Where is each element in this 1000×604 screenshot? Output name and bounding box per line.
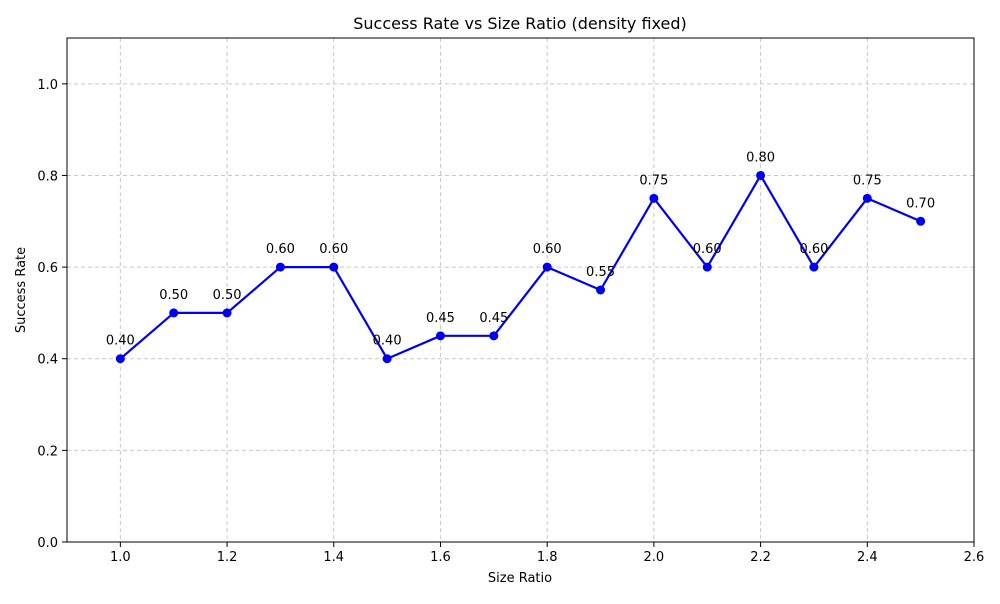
data-label: 0.50 xyxy=(213,288,242,303)
y-tick-label: 0.0 xyxy=(37,536,58,551)
x-axis: 1.0 1.2 1.4 1.6 1.8 2.0 2.2 2.4 2.6 xyxy=(110,542,984,565)
data-label: 0.75 xyxy=(639,173,668,188)
x-tick-label: 1.4 xyxy=(323,550,344,565)
data-labels: 0.40 0.50 0.50 0.60 0.60 0.40 0.45 0.45 0.60 0.55… xyxy=(106,150,935,348)
y-tick-label: 0.2 xyxy=(37,444,58,459)
x-tick-label: 1.8 xyxy=(537,550,558,565)
x-tick-label: 1.2 xyxy=(217,550,238,565)
data-point xyxy=(489,331,499,341)
x-tick-label: 2.0 xyxy=(644,550,665,565)
data-label: 0.45 xyxy=(479,311,508,326)
x-tick-label: 1.6 xyxy=(430,550,451,565)
data-label: 0.40 xyxy=(373,334,402,349)
y-axis: 0.0 0.2 0.4 0.6 0.8 1.0 xyxy=(37,78,67,551)
data-label: 0.60 xyxy=(319,242,348,257)
data-point xyxy=(329,262,339,272)
series-layer xyxy=(115,170,926,364)
data-label: 0.40 xyxy=(106,334,135,349)
data-label: 0.45 xyxy=(426,311,455,326)
data-label: 0.55 xyxy=(586,265,615,280)
data-point xyxy=(222,308,232,318)
plot-frame xyxy=(66,37,975,543)
y-axis-title: Success Rate xyxy=(14,247,29,333)
data-point xyxy=(435,331,445,341)
x-tick-label: 2.6 xyxy=(964,550,985,565)
x-tick-label: 1.0 xyxy=(110,550,131,565)
chart-title: Success Rate vs Size Ratio (density fixe… xyxy=(353,14,687,33)
y-tick-label: 0.4 xyxy=(37,353,58,368)
data-label: 0.60 xyxy=(533,242,562,257)
x-axis-title: Size Ratio xyxy=(488,571,552,586)
x-tick-label: 2.2 xyxy=(750,550,771,565)
data-point xyxy=(169,308,179,318)
data-point xyxy=(756,170,766,180)
data-point xyxy=(115,354,125,364)
data-point xyxy=(542,262,552,272)
data-point xyxy=(702,262,712,272)
y-tick-label: 0.8 xyxy=(37,169,58,184)
data-point xyxy=(596,285,606,295)
data-label: 0.75 xyxy=(853,173,882,188)
data-point xyxy=(862,193,872,203)
y-tick-label: 0.6 xyxy=(37,261,58,276)
data-point xyxy=(649,193,659,203)
data-label: 0.70 xyxy=(906,196,935,211)
series-line xyxy=(119,174,922,360)
data-label: 0.60 xyxy=(266,242,295,257)
data-label: 0.60 xyxy=(799,242,828,257)
data-label: 0.80 xyxy=(746,150,775,165)
data-point xyxy=(382,354,392,364)
data-label: 0.60 xyxy=(693,242,722,257)
data-point xyxy=(275,262,285,272)
x-tick-label: 2.4 xyxy=(857,550,878,565)
data-point xyxy=(916,216,926,226)
data-point xyxy=(809,262,819,272)
grid-lines xyxy=(67,38,975,543)
y-tick-label: 1.0 xyxy=(37,78,58,93)
data-label: 0.50 xyxy=(159,288,188,303)
